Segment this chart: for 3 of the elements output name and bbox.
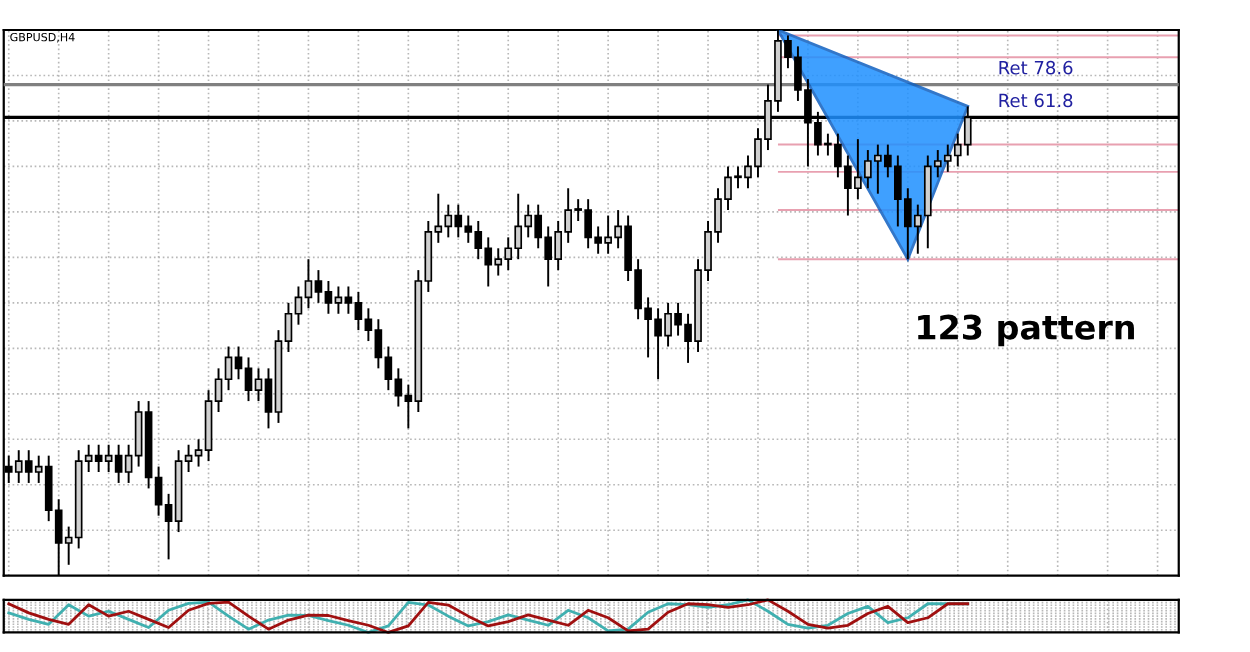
ref-line-label: Ret 78.6: [999, 60, 1073, 75]
ref-line-label: Ret 61.8: [999, 93, 1073, 108]
annotation: 123 pattern: [918, 314, 1134, 347]
